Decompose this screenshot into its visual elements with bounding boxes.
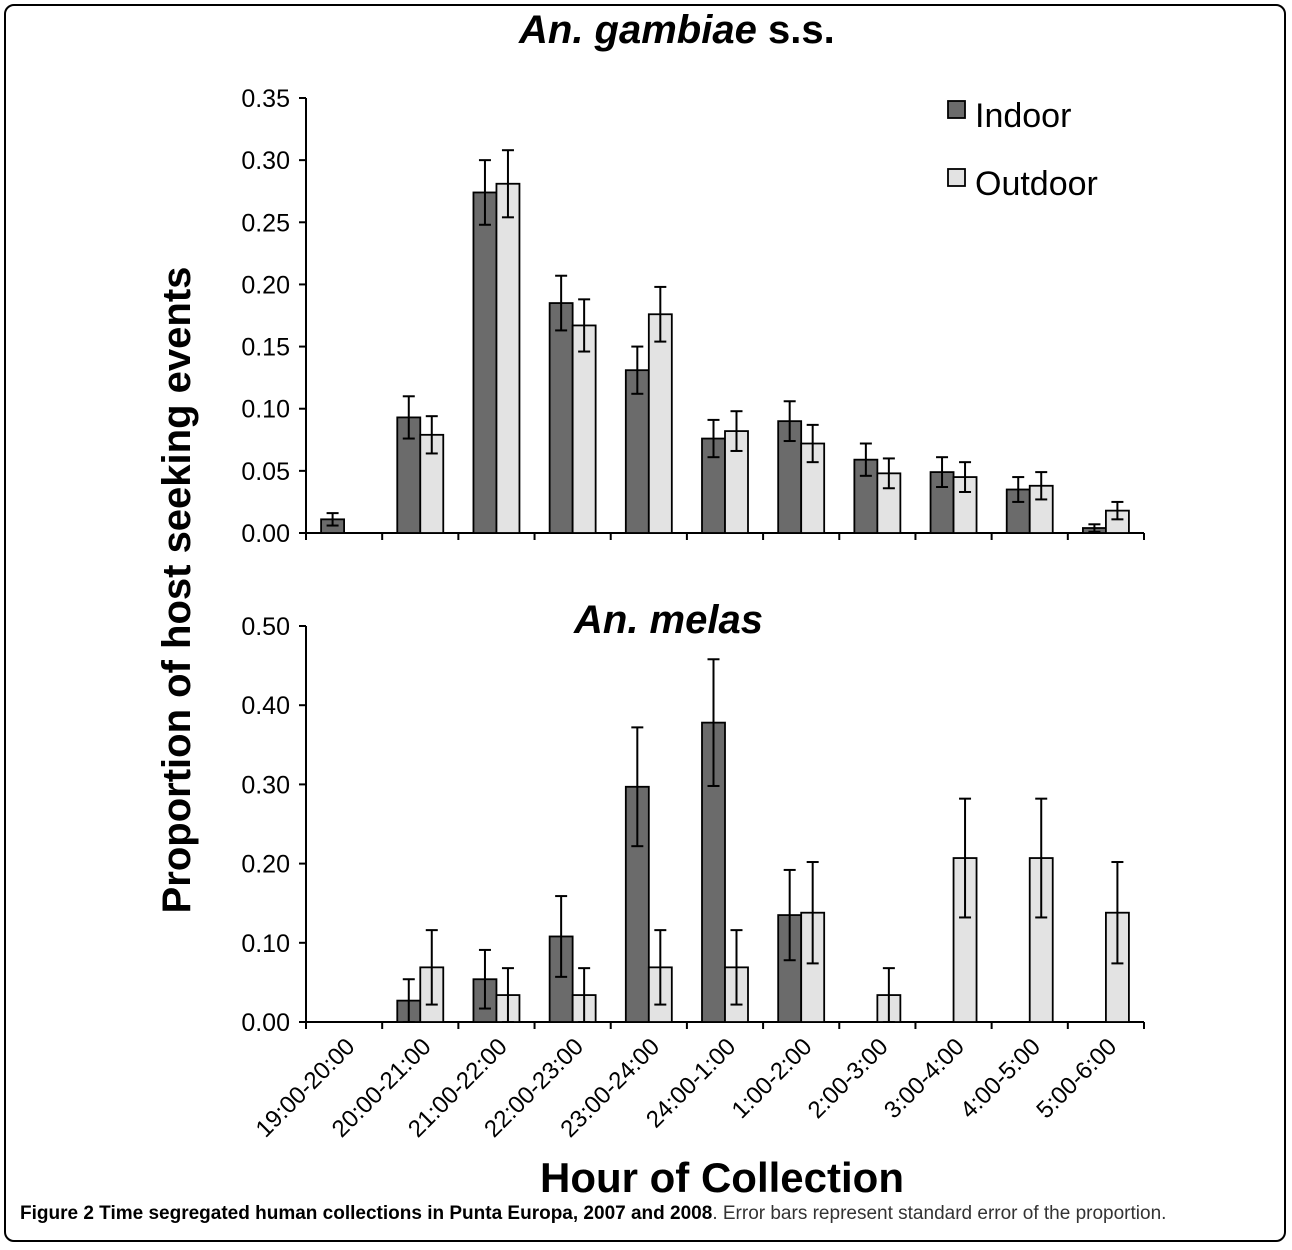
- top-y-tick-label: 0.15: [241, 334, 290, 362]
- x-tick-label-10: 5:00-6:00: [1031, 1033, 1122, 1124]
- bottom-y-tick-label: 0.50: [241, 613, 290, 641]
- bottom-y-tick-label: 0.40: [241, 692, 290, 720]
- legend-swatch-indoor: [947, 100, 966, 119]
- top-y-tick-label: 0.30: [241, 147, 290, 175]
- top-bar-outdoor-4: [647, 313, 673, 534]
- x-tick-label-8: 3:00-4:00: [879, 1033, 970, 1124]
- top-y-tick-label: 0.25: [241, 209, 290, 237]
- legend-label-outdoor: Outdoor: [975, 165, 1098, 203]
- bar-chart-figure: 0.00 0.05 0.10 0.15 0.20 0.25 0.30 0.35 0.00 0.10…: [155, 85, 1145, 1200]
- top-bar-outdoor-2: [495, 182, 521, 534]
- top-y-tick-label: 0.05: [241, 458, 290, 486]
- legend-swatch-outdoor: [947, 168, 966, 187]
- y-axis-label: Proportion of host seeking events: [155, 267, 199, 914]
- x-axis-label: Hour of Collection: [540, 1154, 904, 1200]
- x-tick-label-7: 2:00-3:00: [803, 1033, 894, 1124]
- bottom-y-tick-label: 0.10: [241, 930, 290, 958]
- top-chart-title: An. gambiae s.s.: [519, 8, 835, 52]
- bottom-chart-title: An. melas: [574, 598, 763, 642]
- top-y-tick-label: 0.00: [241, 520, 290, 548]
- bottom-y-tick-label: 0.20: [241, 851, 290, 879]
- top-y-tick-label: 0.10: [241, 396, 290, 424]
- top-y-tick-label: 0.20: [241, 271, 290, 299]
- top-bar-outdoor-3: [571, 324, 597, 534]
- top-bar-indoor-3: [548, 302, 574, 534]
- bottom-y-tick-label: 0.00: [241, 1009, 290, 1037]
- x-tick-label-9: 4:00-5:00: [955, 1033, 1046, 1124]
- figure-frame: [4, 4, 1286, 1242]
- caption-rest: . Error bars represent standard error of…: [712, 1203, 1167, 1224]
- bottom-y-tick-label: 0.30: [241, 771, 290, 799]
- top-y-tick-label: 0.35: [241, 85, 290, 113]
- caption-bold: Figure 2 Time segregated human collectio…: [20, 1203, 713, 1224]
- top-bar-indoor-2: [472, 191, 498, 534]
- legend-label-indoor: Indoor: [975, 97, 1071, 135]
- figure-caption: Figure 2 Time segregated human collectio…: [20, 1203, 1270, 1225]
- x-tick-label-6: 1:00-2:00: [727, 1033, 818, 1124]
